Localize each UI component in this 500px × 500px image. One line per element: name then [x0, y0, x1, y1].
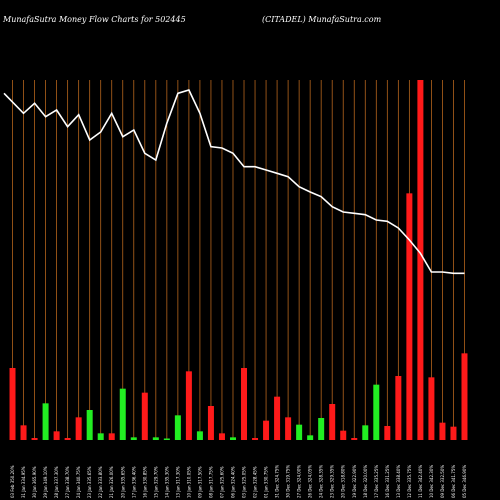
bar	[86, 410, 93, 440]
bar	[406, 193, 413, 440]
bar	[207, 406, 214, 440]
tick-label: 13 Jan 317.30%	[175, 466, 180, 498]
bar	[174, 415, 181, 440]
bar	[119, 388, 126, 440]
tick-label: 23 Dec 329.35%	[330, 465, 335, 498]
tick-label: 16 Dec 331.25%	[385, 465, 390, 498]
bar	[384, 426, 391, 440]
tick-label: 17 Jan 336.40%	[131, 466, 136, 498]
bar	[296, 424, 303, 440]
tick-label: 27 Jan 338.70%	[65, 466, 70, 498]
bar	[428, 377, 435, 440]
tick-label: 10 Jan 310.05%	[186, 466, 191, 498]
tick-label: 30 Dec 319.75%	[286, 465, 291, 498]
tick-label: 17 Dec 335.25%	[374, 465, 379, 498]
tick-label: 24 Dec 328.35%	[319, 465, 324, 498]
price-line	[3, 89, 465, 275]
x-tick-labels: 03 Feb 350.20% 31 Jan 334.95% 30 Jan 365.9…	[10, 465, 467, 498]
bar	[130, 437, 137, 440]
tick-label: 30 Jan 365.90%	[32, 466, 37, 498]
tick-label: 16 Jan 330.85%	[142, 466, 147, 498]
bar	[439, 422, 446, 440]
bar	[417, 80, 424, 440]
bar	[42, 403, 49, 440]
bar	[53, 431, 60, 440]
bar-series	[9, 80, 468, 440]
tick-label: 13 Dec 338.40%	[396, 465, 401, 498]
tick-label: 09 Dec 332.50%	[440, 465, 445, 498]
bar	[152, 437, 159, 440]
tick-label: 18 Dec 320.00%	[363, 465, 368, 498]
tick-label: 28 Jan 337.30%	[54, 466, 59, 498]
tick-label: 15 Jan 329.70%	[153, 466, 158, 498]
tick-label: 06 Dec 341.75%	[451, 465, 456, 498]
bar	[263, 420, 270, 440]
tick-label: 24 Jan 340.75%	[76, 466, 81, 498]
chart-subtitle: (CITADEL) MunafaSutra.com	[262, 15, 382, 24]
bar	[196, 431, 203, 440]
bar	[229, 437, 236, 440]
tick-label: 31 Jan 334.95%	[21, 466, 26, 498]
tick-label: 27 Dec 324.00%	[297, 465, 302, 498]
tick-label: 26 Dec 324.05%	[308, 465, 313, 498]
tick-label: 05 Dec 346.90%	[462, 465, 467, 498]
bar	[362, 425, 369, 440]
tick-label: 22 Jan 333.80%	[98, 466, 103, 498]
bar	[274, 396, 281, 440]
bar	[252, 438, 259, 440]
price-line-series	[3, 89, 465, 275]
tick-label: 23 Jan 335.65%	[87, 466, 92, 498]
bar	[75, 417, 82, 440]
tick-label: 10 Dec 342.30%	[429, 465, 434, 498]
bar	[340, 430, 347, 440]
tick-label: 01 Jan 330.75%	[264, 466, 269, 498]
bar	[97, 433, 104, 440]
bar	[450, 426, 457, 440]
bar	[9, 368, 16, 440]
tick-label: 20 Jan 335.65%	[120, 466, 125, 498]
tick-label: 09 Jan 317.50%	[197, 466, 202, 498]
tick-label: 02 Jan 328.45%	[253, 466, 258, 498]
bar	[241, 368, 248, 440]
bar	[218, 433, 225, 440]
bar	[31, 438, 38, 440]
tick-label: 19 Dec 322.90%	[352, 465, 357, 498]
bar	[351, 438, 358, 440]
bar	[285, 417, 292, 440]
tick-label: 08 Jan 317.75%	[208, 466, 213, 498]
bar	[20, 425, 27, 440]
bar	[163, 438, 170, 440]
tick-label: 21 Jan 326.00%	[109, 466, 114, 498]
bar	[329, 404, 336, 440]
tick-label: 03 Feb 350.20%	[10, 465, 15, 498]
bar	[461, 353, 468, 440]
bar	[64, 438, 71, 440]
tick-label: 12 Dec 335.75%	[407, 465, 412, 498]
tick-label: 31 Dec 324.75%	[275, 465, 280, 498]
bar	[185, 371, 192, 440]
tick-label: 29 Jan 349.10%	[43, 466, 48, 498]
bar	[318, 418, 325, 440]
bar	[108, 433, 115, 440]
tick-label: 14 Jan 335.30%	[164, 466, 169, 498]
tick-label: 11 Dec 342.40%	[418, 465, 423, 498]
bar	[141, 392, 148, 440]
chart-title: MunafaSutra Money Flow Charts for 502445	[2, 15, 186, 24]
bar	[307, 435, 314, 440]
tick-label: 20 Dec 318.80%	[341, 465, 346, 498]
bar	[395, 376, 402, 440]
tick-label: 06 Jan 324.40%	[231, 466, 236, 498]
tick-label: 07 Jan 325.60%	[220, 466, 225, 498]
bar	[373, 384, 380, 440]
tick-label: 03 Jan 325.05%	[242, 466, 247, 498]
